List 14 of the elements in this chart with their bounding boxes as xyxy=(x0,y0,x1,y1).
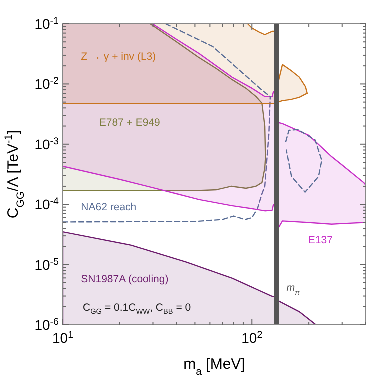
annotation: C$_{GG}$ = 0.1C$_{WW}$, C$_{BB}$ = 0 xyxy=(83,302,192,316)
ref-line-label: m$_{π}$ xyxy=(286,283,300,296)
y-tick-label: 10$^{-5}$ xyxy=(34,256,60,273)
y-tick-label: 10$^{-1}$ xyxy=(34,16,59,32)
text: Z → γ + inv (L3) xyxy=(81,50,156,63)
text: E787 + E949 xyxy=(99,117,161,130)
text: E137 xyxy=(308,234,334,246)
y-tick-label: 10$^{-3}$ xyxy=(34,136,60,152)
y-tick-label: 10$^{-2}$ xyxy=(34,76,59,92)
series-label: SN1987A (cooling) xyxy=(81,274,169,286)
x-tick-label: 10$^{2}$ xyxy=(242,330,263,346)
x-axis-title: m$_{a}$ [MeV] xyxy=(184,356,246,378)
y-tick-label: 10$^{-4}$ xyxy=(34,196,60,213)
series-label: NA62 reach xyxy=(81,201,137,214)
